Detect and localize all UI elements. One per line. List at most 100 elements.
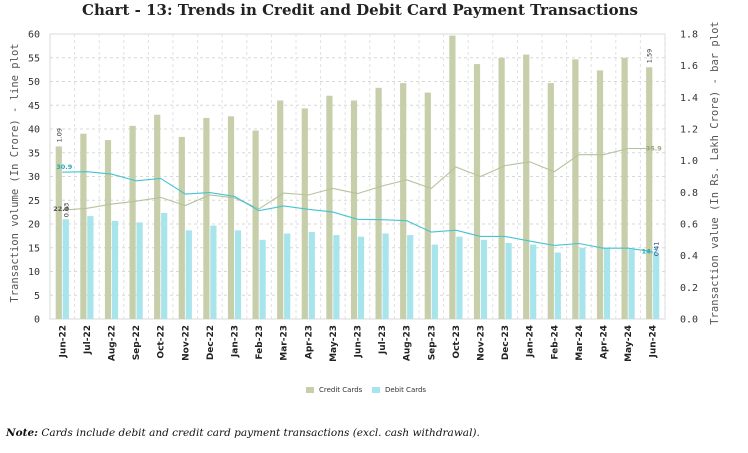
debit-card-bar	[431, 244, 438, 319]
credit-card-bar	[277, 100, 284, 319]
debit-card-bar	[62, 219, 69, 319]
left-tick-label: 0	[34, 315, 40, 326]
x-tick-label: Nov-22	[181, 325, 191, 361]
credit-card-bar	[178, 136, 185, 319]
left-tick-label: 50	[28, 77, 40, 88]
right-axis-label: Transaction value (In Rs. Lakh Crore) - …	[709, 21, 721, 324]
right-tick-label: 0.0	[680, 315, 698, 326]
x-tick-label: Jan-23	[231, 325, 241, 358]
debit-card-bar	[185, 230, 192, 319]
left-tick-label: 30	[28, 172, 40, 183]
credit-card-bar	[498, 57, 505, 319]
debit-card-bar	[136, 222, 143, 319]
x-axis-ticks: Jun-22 Jul-22 Aug-22 Sep-22 Oct-22 Nov-22 Dec-…	[58, 325, 658, 362]
right-axis-ticks: 0.0 0.2 0.4 0.6 0.8 1.0 1.2 1.4 1.6 1.8	[680, 30, 698, 326]
credit-card-bar	[375, 87, 382, 319]
left-axis-ticks: 0 5 10 15 20 25 30 35 40 45 50 55 60	[28, 30, 40, 326]
debit-card-bar	[357, 236, 365, 319]
credit-card-bar	[596, 70, 604, 320]
footnote-prefix: Note:	[6, 427, 39, 439]
credit-card-bar	[326, 95, 333, 319]
credit-card-bar	[55, 146, 62, 319]
credit-card-bar	[646, 67, 653, 319]
legend-debit-label: Debit Cards	[385, 386, 426, 394]
x-tick-label: Feb-23	[255, 325, 265, 360]
credit-card-bar	[473, 64, 481, 319]
credit-card-bar	[424, 92, 431, 319]
debit-card-bar	[603, 247, 611, 319]
debit-card-bar	[579, 247, 586, 319]
x-tick-label: May-23	[329, 325, 339, 362]
x-tick-label: Sep-22	[132, 325, 142, 360]
right-tick-label: 0.6	[680, 220, 698, 231]
credit-card-bar	[227, 116, 235, 319]
credit-card-bar	[252, 130, 259, 319]
debit-bar-last-label: 0.41	[653, 242, 661, 256]
x-tick-label: Nov-23	[477, 325, 487, 361]
credit-card-bar	[572, 59, 579, 319]
right-tick-label: 1.6	[680, 61, 698, 72]
right-tick-label: 1.4	[680, 93, 698, 104]
debit-card-bar	[382, 233, 389, 319]
lines	[62, 147, 653, 253]
x-tick-label: Dec-23	[501, 325, 511, 360]
credit-card-bar	[129, 125, 136, 319]
data-labels: 1.09 1.59 0.63 0.41 30.9 22.9 35.9 14.2	[53, 49, 662, 256]
credit-card-bar	[449, 35, 456, 319]
x-tick-label: Jan-24	[526, 325, 536, 358]
x-tick-label: Jun-22	[58, 325, 68, 358]
bars	[55, 35, 660, 320]
left-tick-label: 45	[28, 101, 40, 112]
credit-card-bar	[547, 83, 554, 319]
debit-card-volume-line	[62, 171, 653, 253]
credit-card-volume-line	[62, 147, 653, 211]
right-tick-label: 1.0	[680, 156, 698, 167]
x-tick-label: Jun-23	[354, 325, 364, 358]
x-tick-label: Dec-22	[206, 325, 216, 360]
credit-card-bar	[350, 100, 358, 319]
x-tick-label: Oct-23	[452, 325, 462, 359]
x-tick-label: Jul-22	[83, 325, 93, 355]
debit-bar-first-label: 0.63	[62, 203, 70, 217]
left-tick-label: 55	[28, 53, 40, 64]
x-tick-label: Apr-23	[304, 325, 314, 359]
right-tick-label: 0.4	[680, 251, 698, 262]
x-tick-label: May-24	[624, 325, 634, 362]
left-tick-label: 40	[28, 125, 40, 136]
right-tick-label: 0.2	[680, 283, 698, 294]
debit-card-bar	[111, 220, 119, 319]
left-tick-label: 60	[28, 30, 40, 41]
credit-card-bar	[400, 83, 407, 319]
credit-line-last-label: 35.9	[646, 144, 663, 152]
credit-card-bar	[621, 57, 628, 319]
left-tick-label: 10	[28, 267, 40, 278]
credit-card-bar	[154, 114, 161, 319]
debit-card-bar	[259, 239, 266, 319]
debit-card-bar	[505, 243, 512, 319]
chart-title: Chart - 13: Trends in Credit and Debit C…	[82, 1, 638, 19]
right-tick-label: 1.2	[680, 125, 698, 136]
credit-card-bar	[80, 133, 87, 319]
right-tick-label: 1.8	[680, 30, 698, 41]
x-tick-label: Oct-22	[157, 325, 167, 359]
right-tick-label: 0.8	[680, 188, 698, 199]
debit-card-bar	[653, 254, 660, 319]
footnote: Note: Cards include debit and credit car…	[6, 427, 480, 439]
x-tick-label: Sep-23	[427, 325, 437, 360]
x-tick-label: Aug-23	[403, 325, 413, 361]
legend: Credit Cards Debit Cards	[306, 386, 426, 394]
left-tick-label: 15	[28, 243, 40, 254]
credit-line-first-label: 22.9	[53, 205, 70, 213]
x-tick-label: Apr-24	[600, 325, 610, 359]
x-tick-label: Aug-22	[108, 325, 118, 361]
x-tick-label: Mar-24	[575, 325, 585, 361]
debit-card-bar	[308, 231, 315, 319]
x-tick-label: Mar-23	[280, 325, 290, 361]
credit-card-bar	[301, 108, 308, 320]
debit-card-bar	[530, 244, 537, 319]
debit-card-bar	[87, 216, 94, 319]
left-tick-label: 25	[28, 196, 40, 207]
debit-line-first-label: 30.9	[56, 163, 73, 171]
x-tick-label: Jun-24	[649, 325, 659, 358]
credit-bar-first-label: 1.09	[55, 128, 63, 142]
